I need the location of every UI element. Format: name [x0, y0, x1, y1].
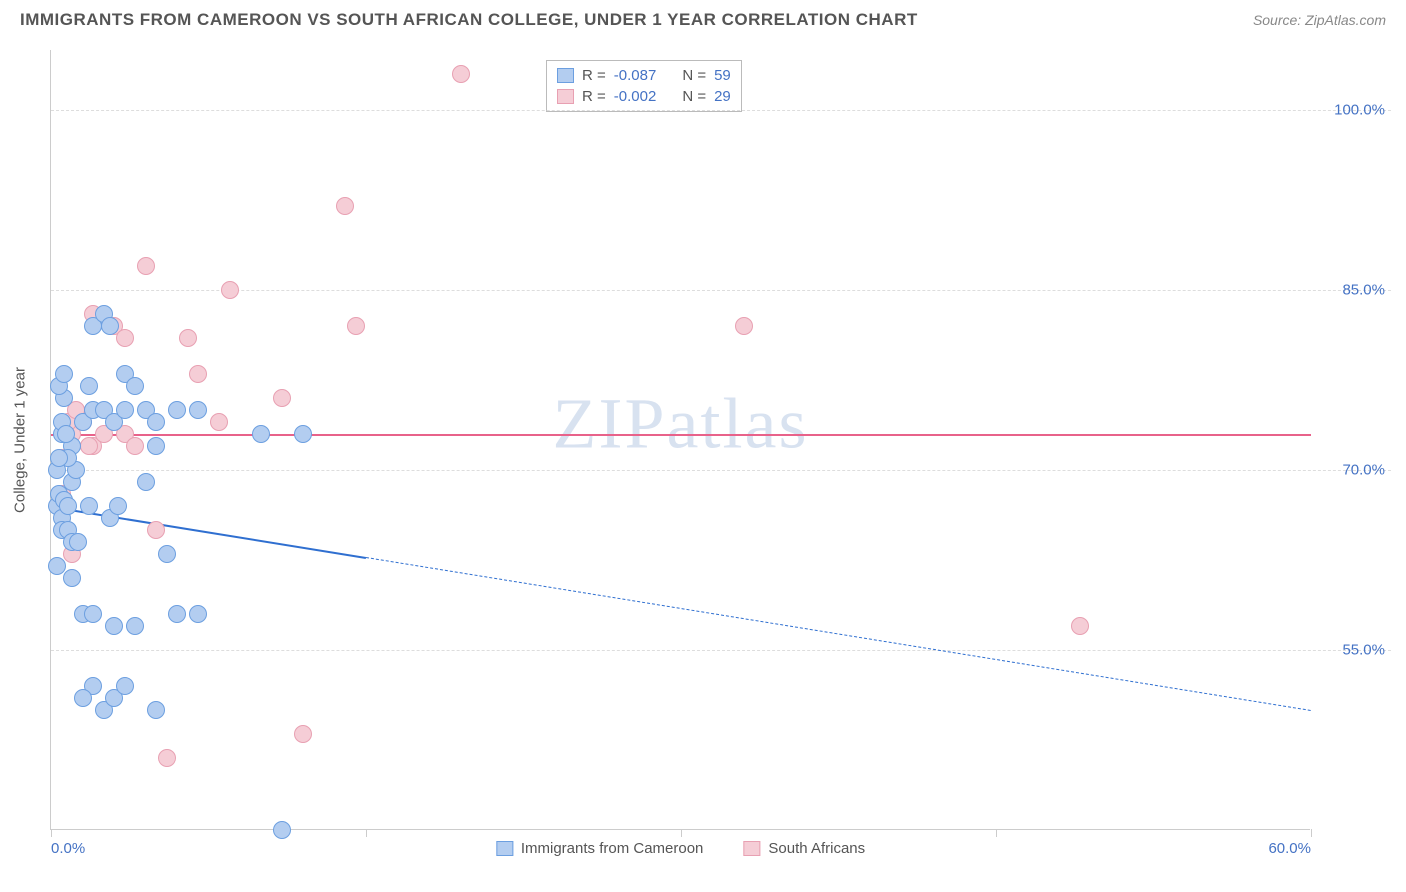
data-point-pink — [1071, 617, 1089, 635]
gridline — [51, 110, 1391, 111]
y-axis-title: College, Under 1 year — [12, 367, 29, 513]
swatch-pink — [557, 89, 574, 104]
data-point-pink — [273, 389, 291, 407]
data-point-blue — [55, 365, 73, 383]
data-point-pink — [116, 329, 134, 347]
regression-line — [366, 557, 1311, 711]
data-point-blue — [273, 821, 291, 839]
data-point-blue — [147, 701, 165, 719]
data-point-blue — [137, 473, 155, 491]
data-point-pink — [126, 437, 144, 455]
legend-item-pink: South Africans — [743, 840, 865, 857]
correlation-legend: R = -0.087 N = 59 R = -0.002 N = 29 — [546, 60, 742, 112]
y-tick-label: 85.0% — [1342, 282, 1385, 299]
data-point-pink — [179, 329, 197, 347]
legend-row-pink: R = -0.002 N = 29 — [557, 86, 731, 107]
data-point-blue — [101, 317, 119, 335]
data-point-blue — [168, 605, 186, 623]
r-value-pink: -0.002 — [614, 88, 657, 105]
x-tick — [51, 829, 52, 837]
data-point-pink — [452, 65, 470, 83]
data-point-blue — [126, 377, 144, 395]
y-tick-label: 55.0% — [1342, 642, 1385, 659]
legend-item-blue: Immigrants from Cameroon — [496, 840, 704, 857]
data-point-blue — [158, 545, 176, 563]
x-tick — [996, 829, 997, 837]
data-point-blue — [126, 617, 144, 635]
plot-area: ZIPatlas R = -0.087 N = 59 R = -0.002 N … — [50, 50, 1310, 830]
data-point-pink — [294, 725, 312, 743]
x-tick — [366, 829, 367, 837]
data-point-blue — [294, 425, 312, 443]
x-tick-label: 60.0% — [1268, 840, 1311, 857]
legend-label-blue: Immigrants from Cameroon — [521, 840, 704, 857]
data-point-pink — [210, 413, 228, 431]
legend-row-blue: R = -0.087 N = 59 — [557, 65, 731, 86]
data-point-blue — [69, 533, 87, 551]
data-point-blue — [189, 605, 207, 623]
chart-container: College, Under 1 year ZIPatlas R = -0.08… — [50, 50, 1390, 830]
data-point-blue — [84, 605, 102, 623]
data-point-blue — [189, 401, 207, 419]
data-point-blue — [147, 413, 165, 431]
data-point-pink — [137, 257, 155, 275]
gridline — [51, 470, 1391, 471]
data-point-pink — [80, 437, 98, 455]
x-tick — [1311, 829, 1312, 837]
n-value-blue: 59 — [714, 67, 731, 84]
data-point-blue — [109, 497, 127, 515]
data-point-blue — [80, 377, 98, 395]
data-point-blue — [80, 497, 98, 515]
data-point-blue — [74, 689, 92, 707]
data-point-pink — [336, 197, 354, 215]
series-legend: Immigrants from Cameroon South Africans — [496, 840, 865, 857]
swatch-pink-icon — [743, 841, 760, 856]
data-point-blue — [147, 437, 165, 455]
data-point-pink — [221, 281, 239, 299]
x-tick — [681, 829, 682, 837]
data-point-blue — [48, 557, 66, 575]
data-point-blue — [63, 569, 81, 587]
data-point-blue — [168, 401, 186, 419]
data-point-blue — [50, 449, 68, 467]
data-point-blue — [57, 425, 75, 443]
legend-label-pink: South Africans — [768, 840, 865, 857]
swatch-blue-icon — [496, 841, 513, 856]
data-point-blue — [116, 401, 134, 419]
watermark: ZIPatlas — [553, 382, 809, 465]
data-point-pink — [158, 749, 176, 767]
data-point-pink — [347, 317, 365, 335]
swatch-blue — [557, 68, 574, 83]
data-point-blue — [116, 677, 134, 695]
regression-line — [51, 434, 1311, 436]
gridline — [51, 650, 1391, 651]
source-attribution: Source: ZipAtlas.com — [1253, 12, 1386, 28]
y-tick-label: 100.0% — [1334, 102, 1385, 119]
data-point-pink — [735, 317, 753, 335]
data-point-blue — [59, 497, 77, 515]
regression-line — [51, 506, 366, 559]
data-point-pink — [147, 521, 165, 539]
r-value-blue: -0.087 — [614, 67, 657, 84]
n-value-pink: 29 — [714, 88, 731, 105]
data-point-pink — [189, 365, 207, 383]
y-tick-label: 70.0% — [1342, 462, 1385, 479]
data-point-blue — [252, 425, 270, 443]
data-point-blue — [105, 617, 123, 635]
chart-title: IMMIGRANTS FROM CAMEROON VS SOUTH AFRICA… — [20, 10, 918, 30]
gridline — [51, 290, 1391, 291]
x-tick-label: 0.0% — [51, 840, 85, 857]
